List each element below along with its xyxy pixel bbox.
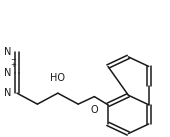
Text: +: + <box>11 62 16 68</box>
Text: N: N <box>4 88 11 98</box>
Text: HO: HO <box>50 73 65 83</box>
Text: N: N <box>4 47 11 57</box>
Text: N: N <box>4 68 11 78</box>
Text: −: − <box>11 57 16 63</box>
Text: O: O <box>91 105 98 115</box>
